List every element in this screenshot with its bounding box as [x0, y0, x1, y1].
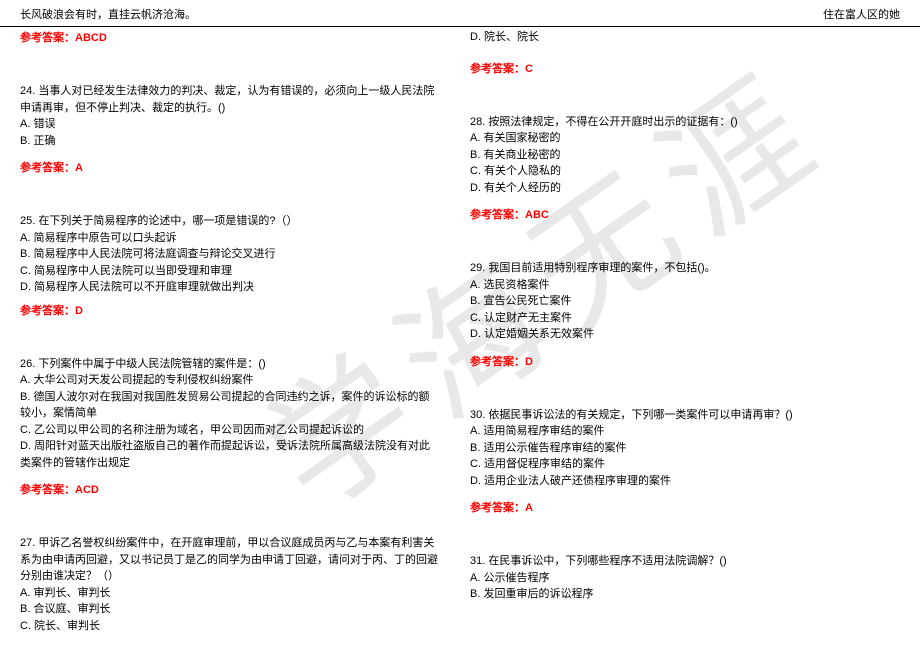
q27-option-c: C. 院长、审判长	[20, 618, 440, 635]
q28-option-c: C. 有关个人隐私的	[470, 163, 890, 180]
q28-option-b: B. 有关商业秘密的	[470, 147, 890, 164]
q25-answer: 参考答案：D	[20, 302, 440, 318]
q28: 28. 按照法律规定，不得在公开开庭时出示的证据有：() A. 有关国家秘密的 …	[470, 114, 890, 197]
top-answer-left: 参考答案：ABCD	[20, 29, 440, 45]
q24-text: 24. 当事人对已经发生法律效力的判决、裁定，认为有错误的，必须向上一级人民法院…	[20, 83, 440, 116]
header-right: 住在富人区的她	[823, 6, 900, 22]
q30: 30. 依据民事诉讼法的有关规定，下列哪一类案件可以申请再审？() A. 适用简…	[470, 407, 890, 490]
header-left: 长风破浪会有时，直挂云帆济沧海。	[20, 6, 196, 22]
q24-option-a: A. 错误	[20, 116, 440, 133]
q25-option-c: C. 简易程序中人民法院可以当即受理和审理	[20, 263, 440, 280]
q27-text: 27. 甲诉乙名誉权纠纷案件中，在开庭审理前，甲以合议庭成员丙与乙与本案有利害关…	[20, 535, 440, 585]
q25-option-a: A. 简易程序中原告可以口头起诉	[20, 230, 440, 247]
q26-answer: 参考答案：ACD	[20, 481, 440, 497]
q31-text: 31. 在民事诉讼中，下列哪些程序不适用法院调解？()	[470, 553, 890, 570]
q27-answer: 参考答案：C	[470, 60, 890, 76]
q29-option-b: B. 宣告公民死亡案件	[470, 293, 890, 310]
q28-option-a: A. 有关国家秘密的	[470, 130, 890, 147]
q27-option-a: A. 审判长、审判长	[20, 585, 440, 602]
q25-option-d: D. 简易程序人民法院可以不开庭审理就做出判决	[20, 279, 440, 296]
q25: 25. 在下列关于简易程序的论述中，哪一项是错误的?（） A. 简易程序中原告可…	[20, 213, 440, 296]
q24-option-b: B. 正确	[20, 133, 440, 150]
q29-option-d: D. 认定婚姻关系无效案件	[470, 326, 890, 343]
q29-answer: 参考答案：D	[470, 353, 890, 369]
q28-option-d: D. 有关个人经历的	[470, 180, 890, 197]
q27-option-d: D. 院长、院长	[470, 29, 890, 46]
q30-option-b: B. 适用公示催告程序审结的案件	[470, 440, 890, 457]
page-content: 参考答案：ABCD 24. 当事人对已经发生法律效力的判决、裁定，认为有错误的，…	[0, 27, 920, 640]
page-header: 长风破浪会有时，直挂云帆济沧海。 住在富人区的她	[0, 0, 920, 27]
q26: 26. 下列案件中属于中级人民法院管辖的案件是：() A. 大华公司对天发公司提…	[20, 356, 440, 472]
q30-option-c: C. 适用督促程序审结的案件	[470, 456, 890, 473]
q27: 27. 甲诉乙名誉权纠纷案件中，在开庭审理前，甲以合议庭成员丙与乙与本案有利害关…	[20, 535, 440, 634]
q28-answer: 参考答案：ABC	[470, 206, 890, 222]
q29-option-a: A. 选民资格案件	[470, 277, 890, 294]
q24-answer: 参考答案：A	[20, 159, 440, 175]
q26-option-b: B. 德国人波尔对在我国对我国胜发贸易公司提起的合同违约之诉，案件的诉讼标的额较…	[20, 389, 440, 422]
q29-text: 29. 我国目前适用特别程序审理的案件，不包括()。	[470, 260, 890, 277]
q30-text: 30. 依据民事诉讼法的有关规定，下列哪一类案件可以申请再审？()	[470, 407, 890, 424]
q31: 31. 在民事诉讼中，下列哪些程序不适用法院调解？() A. 公示催告程序 B.…	[470, 553, 890, 603]
q24: 24. 当事人对已经发生法律效力的判决、裁定，认为有错误的，必须向上一级人民法院…	[20, 83, 440, 149]
q29-option-c: C. 认定财产无主案件	[470, 310, 890, 327]
q26-text: 26. 下列案件中属于中级人民法院管辖的案件是：()	[20, 356, 440, 373]
q29: 29. 我国目前适用特别程序审理的案件，不包括()。 A. 选民资格案件 B. …	[470, 260, 890, 343]
q30-option-a: A. 适用简易程序审结的案件	[470, 423, 890, 440]
q26-option-d: D. 周阳针对蓝天出版社盗版自己的著作而提起诉讼，受诉法院所属高级法院没有对此类…	[20, 438, 440, 471]
q30-option-d: D. 适用企业法人破产还债程序审理的案件	[470, 473, 890, 490]
q30-answer: 参考答案：A	[470, 499, 890, 515]
left-column: 参考答案：ABCD 24. 当事人对已经发生法律效力的判决、裁定，认为有错误的，…	[20, 27, 450, 640]
q27-option-b: B. 合议庭、审判长	[20, 601, 440, 618]
q28-text: 28. 按照法律规定，不得在公开开庭时出示的证据有：()	[470, 114, 890, 131]
q26-option-a: A. 大华公司对天发公司提起的专利侵权纠纷案件	[20, 372, 440, 389]
right-column: D. 院长、院长 参考答案：C 28. 按照法律规定，不得在公开开庭时出示的证据…	[450, 27, 900, 640]
q31-option-b: B. 发回重审后的诉讼程序	[470, 586, 890, 603]
q26-option-c: C. 乙公司以甲公司的名称注册为域名，甲公司因而对乙公司提起诉讼的	[20, 422, 440, 439]
q31-option-a: A. 公示催告程序	[470, 570, 890, 587]
q25-text: 25. 在下列关于简易程序的论述中，哪一项是错误的?（）	[20, 213, 440, 230]
q25-option-b: B. 简易程序中人民法院可将法庭调查与辩论交叉进行	[20, 246, 440, 263]
